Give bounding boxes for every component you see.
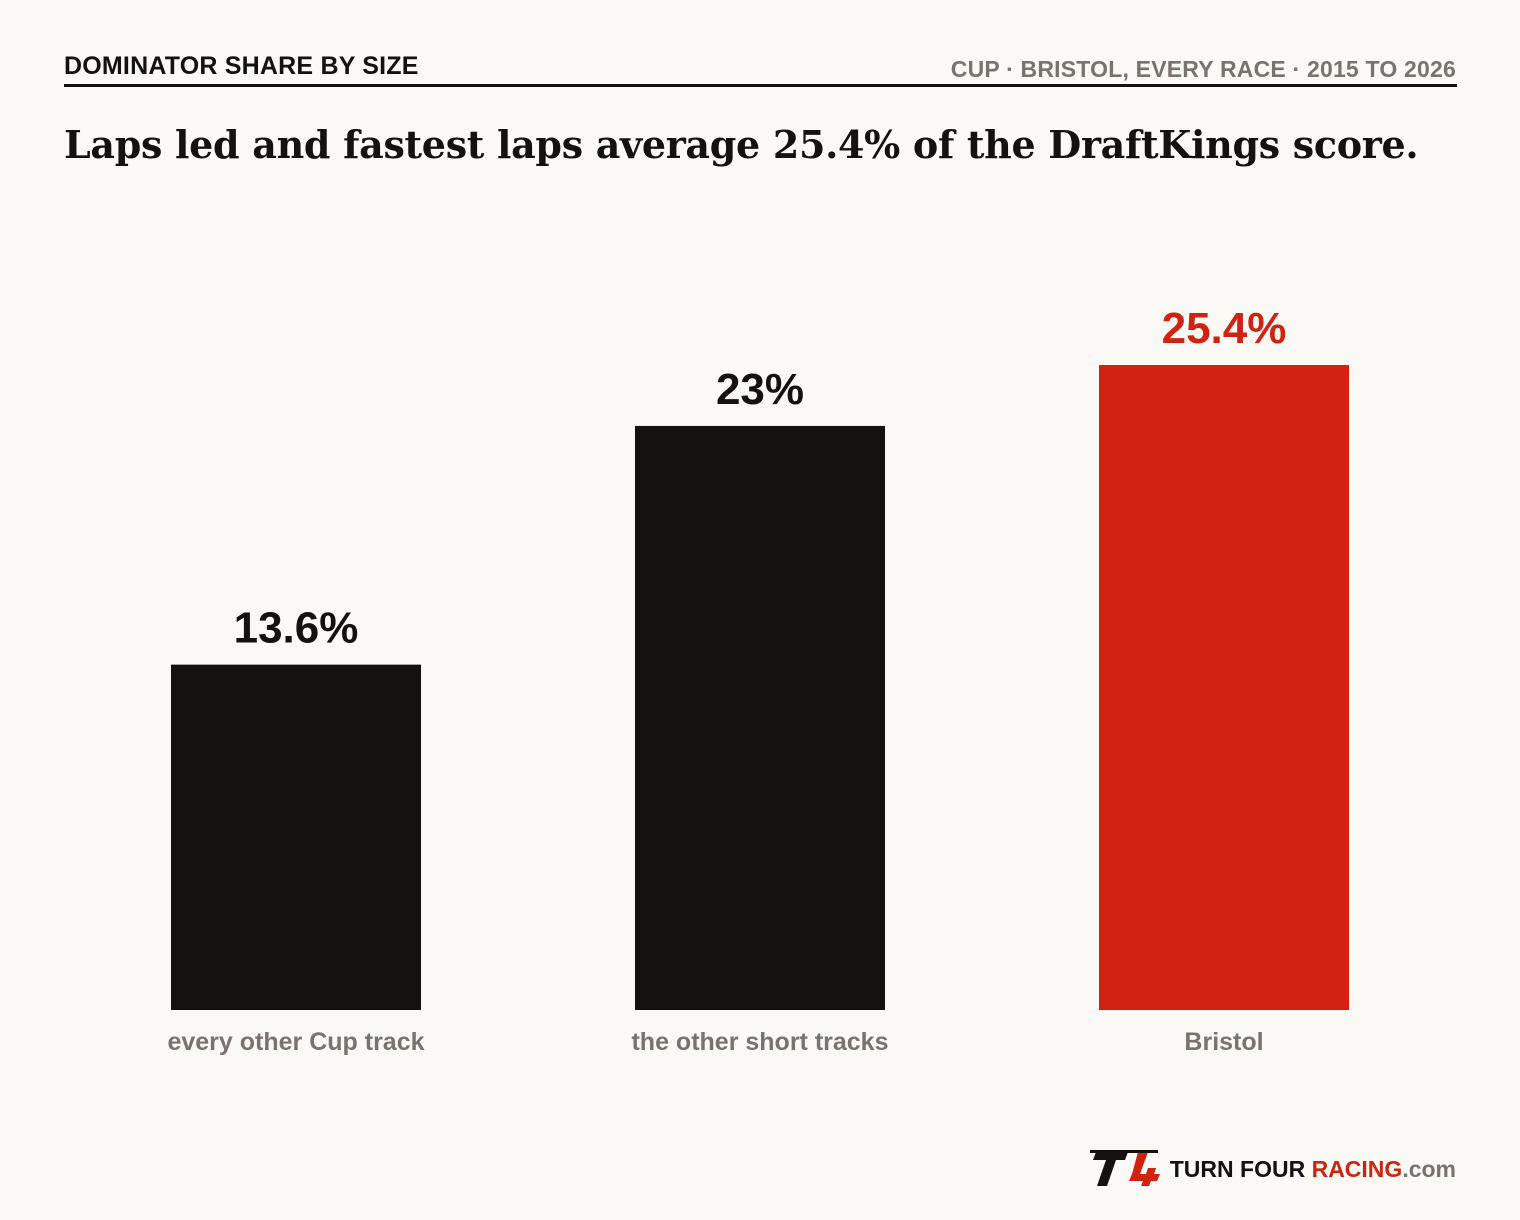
category-label-1: the other short tracks — [631, 1028, 888, 1056]
category-label-0: every other Cup track — [167, 1028, 424, 1056]
brand-logo: T4 TURN FOUR RACING.com — [1088, 1148, 1456, 1190]
category-label-2: Bristol — [1184, 1028, 1263, 1056]
chart-headline: Laps led and fastest laps average 25.4% … — [64, 122, 1419, 167]
chart-kicker: DOMINATOR SHARE BY SIZE — [64, 52, 419, 80]
t4-logo-icon: T4 — [1089, 1150, 1160, 1186]
bar-1 — [635, 425, 885, 1010]
brand-name-part1: TURN FOUR — [1169, 1155, 1312, 1182]
logo-mark-text: T4 — [1125, 1177, 1127, 1179]
bar-0 — [171, 664, 421, 1010]
brand-name-part2: RACING — [1311, 1155, 1403, 1182]
bar-2 — [1099, 365, 1349, 1010]
chart-source-note: CUP · BRISTOL, EVERY RACE · 2015 TO 2026 — [950, 56, 1456, 82]
bar-value-label-0: 13.6% — [234, 604, 359, 653]
header-rule — [64, 84, 1457, 87]
brand-name: TURN FOUR RACING.com — [1170, 1156, 1456, 1183]
bar-value-label-1: 23% — [716, 365, 804, 414]
bar-value-label-2: 25.4% — [1162, 304, 1287, 353]
brand-name-part3: .com — [1402, 1155, 1456, 1182]
